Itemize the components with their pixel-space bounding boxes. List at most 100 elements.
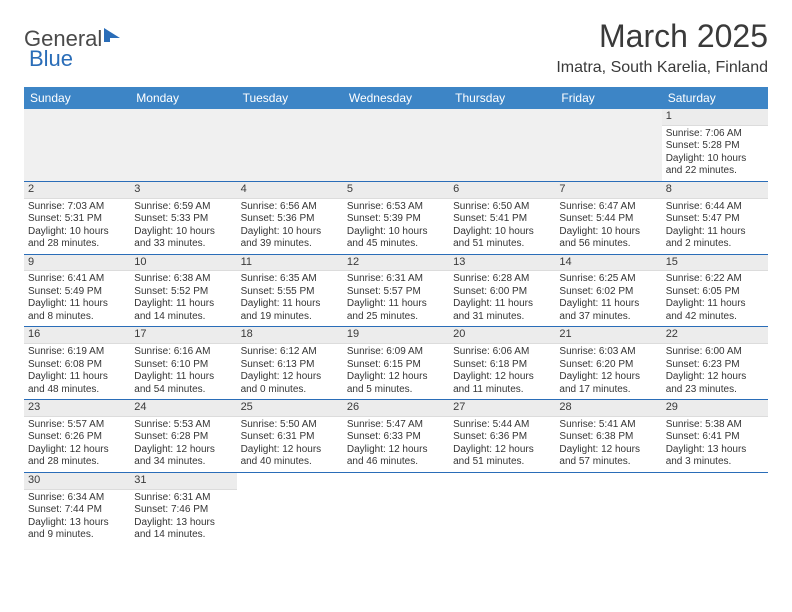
day-number: 3 [130,182,236,199]
calendar-cell: 25Sunrise: 5:50 AMSunset: 6:31 PMDayligh… [237,400,343,473]
sunset-line: Sunset: 5:47 PM [666,213,764,226]
header: General March 2025 Imatra, South Karelia… [24,18,768,77]
daylight-line: Daylight: 10 hours and 33 minutes. [134,226,232,251]
daylight-line: Daylight: 12 hours and 23 minutes. [666,371,764,396]
calendar-week-row: 30Sunrise: 6:34 AMSunset: 7:44 PMDayligh… [24,472,768,544]
day-details: Sunrise: 6:31 AMSunset: 7:46 PMDaylight:… [130,490,236,545]
sunset-line: Sunset: 5:39 PM [347,213,445,226]
daylight-line: Daylight: 11 hours and 19 minutes. [241,298,339,323]
day-number: 2 [24,182,130,199]
sunset-line: Sunset: 5:44 PM [559,213,657,226]
daylight-line: Daylight: 13 hours and 9 minutes. [28,517,126,542]
day-details: Sunrise: 5:41 AMSunset: 6:38 PMDaylight:… [555,417,661,472]
calendar-cell [555,109,661,181]
sunrise-line: Sunrise: 6:00 AM [666,346,764,359]
day-number: 21 [555,327,661,344]
calendar-cell: 29Sunrise: 5:38 AMSunset: 6:41 PMDayligh… [662,400,768,473]
day-number: 18 [237,327,343,344]
calendar-cell: 5Sunrise: 6:53 AMSunset: 5:39 PMDaylight… [343,181,449,254]
day-details: Sunrise: 6:50 AMSunset: 5:41 PMDaylight:… [449,199,555,254]
sunrise-line: Sunrise: 6:56 AM [241,201,339,214]
weekday-header: Friday [555,87,661,109]
sunset-line: Sunset: 6:08 PM [28,359,126,372]
daylight-line: Daylight: 12 hours and 46 minutes. [347,444,445,469]
day-number: 27 [449,400,555,417]
day-details: Sunrise: 6:34 AMSunset: 7:44 PMDaylight:… [24,490,130,545]
day-number: 8 [662,182,768,199]
sunset-line: Sunset: 5:28 PM [666,140,764,153]
sunset-line: Sunset: 7:46 PM [134,504,232,517]
calendar-cell: 6Sunrise: 6:50 AMSunset: 5:41 PMDaylight… [449,181,555,254]
daylight-line: Daylight: 10 hours and 56 minutes. [559,226,657,251]
day-details: Sunrise: 7:06 AMSunset: 5:28 PMDaylight:… [662,126,768,181]
calendar-cell: 22Sunrise: 6:00 AMSunset: 6:23 PMDayligh… [662,327,768,400]
sunrise-line: Sunrise: 6:31 AM [347,273,445,286]
day-number: 29 [662,400,768,417]
daylight-line: Daylight: 11 hours and 25 minutes. [347,298,445,323]
day-details: Sunrise: 6:59 AMSunset: 5:33 PMDaylight:… [130,199,236,254]
title-block: March 2025 Imatra, South Karelia, Finlan… [556,18,768,77]
calendar-cell: 18Sunrise: 6:12 AMSunset: 6:13 PMDayligh… [237,327,343,400]
calendar-cell [449,472,555,544]
day-number: 9 [24,255,130,272]
day-details: Sunrise: 5:44 AMSunset: 6:36 PMDaylight:… [449,417,555,472]
day-number: 15 [662,255,768,272]
daylight-line: Daylight: 11 hours and 42 minutes. [666,298,764,323]
calendar-table: SundayMondayTuesdayWednesdayThursdayFrid… [24,87,768,545]
sunrise-line: Sunrise: 6:35 AM [241,273,339,286]
daylight-line: Daylight: 12 hours and 51 minutes. [453,444,551,469]
daylight-line: Daylight: 12 hours and 5 minutes. [347,371,445,396]
sunset-line: Sunset: 5:57 PM [347,286,445,299]
sunset-line: Sunset: 5:33 PM [134,213,232,226]
sunrise-line: Sunrise: 6:06 AM [453,346,551,359]
day-number: 11 [237,255,343,272]
day-details: Sunrise: 5:57 AMSunset: 6:26 PMDaylight:… [24,417,130,472]
weekday-header: Tuesday [237,87,343,109]
calendar-cell [343,109,449,181]
sunset-line: Sunset: 6:10 PM [134,359,232,372]
sunset-line: Sunset: 6:15 PM [347,359,445,372]
calendar-cell [343,472,449,544]
daylight-line: Daylight: 11 hours and 48 minutes. [28,371,126,396]
weekday-header: Sunday [24,87,130,109]
weekday-header: Wednesday [343,87,449,109]
day-number: 22 [662,327,768,344]
sunrise-line: Sunrise: 6:53 AM [347,201,445,214]
calendar-cell: 24Sunrise: 5:53 AMSunset: 6:28 PMDayligh… [130,400,236,473]
day-details: Sunrise: 6:41 AMSunset: 5:49 PMDaylight:… [24,271,130,326]
sunrise-line: Sunrise: 6:19 AM [28,346,126,359]
day-details: Sunrise: 7:03 AMSunset: 5:31 PMDaylight:… [24,199,130,254]
calendar-cell: 17Sunrise: 6:16 AMSunset: 6:10 PMDayligh… [130,327,236,400]
calendar-header-row: SundayMondayTuesdayWednesdayThursdayFrid… [24,87,768,109]
calendar-cell: 8Sunrise: 6:44 AMSunset: 5:47 PMDaylight… [662,181,768,254]
calendar-cell: 26Sunrise: 5:47 AMSunset: 6:33 PMDayligh… [343,400,449,473]
daylight-line: Daylight: 12 hours and 34 minutes. [134,444,232,469]
calendar-cell: 23Sunrise: 5:57 AMSunset: 6:26 PMDayligh… [24,400,130,473]
calendar-cell [130,109,236,181]
calendar-week-row: 23Sunrise: 5:57 AMSunset: 6:26 PMDayligh… [24,400,768,473]
sunset-line: Sunset: 5:49 PM [28,286,126,299]
daylight-line: Daylight: 13 hours and 3 minutes. [666,444,764,469]
calendar-cell [24,109,130,181]
day-details: Sunrise: 6:25 AMSunset: 6:02 PMDaylight:… [555,271,661,326]
sunset-line: Sunset: 6:38 PM [559,431,657,444]
sunset-line: Sunset: 6:05 PM [666,286,764,299]
sunset-line: Sunset: 5:55 PM [241,286,339,299]
sunset-line: Sunset: 6:33 PM [347,431,445,444]
calendar-cell: 20Sunrise: 6:06 AMSunset: 6:18 PMDayligh… [449,327,555,400]
calendar-cell: 15Sunrise: 6:22 AMSunset: 6:05 PMDayligh… [662,254,768,327]
sunrise-line: Sunrise: 5:53 AM [134,419,232,432]
weekday-header: Thursday [449,87,555,109]
daylight-line: Daylight: 11 hours and 37 minutes. [559,298,657,323]
day-details: Sunrise: 6:31 AMSunset: 5:57 PMDaylight:… [343,271,449,326]
calendar-cell: 12Sunrise: 6:31 AMSunset: 5:57 PMDayligh… [343,254,449,327]
sunrise-line: Sunrise: 5:50 AM [241,419,339,432]
sunrise-line: Sunrise: 6:16 AM [134,346,232,359]
daylight-line: Daylight: 11 hours and 31 minutes. [453,298,551,323]
day-details: Sunrise: 6:03 AMSunset: 6:20 PMDaylight:… [555,344,661,399]
day-details: Sunrise: 5:50 AMSunset: 6:31 PMDaylight:… [237,417,343,472]
month-title: March 2025 [556,18,768,55]
calendar-week-row: 16Sunrise: 6:19 AMSunset: 6:08 PMDayligh… [24,327,768,400]
day-details: Sunrise: 5:47 AMSunset: 6:33 PMDaylight:… [343,417,449,472]
day-details: Sunrise: 5:38 AMSunset: 6:41 PMDaylight:… [662,417,768,472]
